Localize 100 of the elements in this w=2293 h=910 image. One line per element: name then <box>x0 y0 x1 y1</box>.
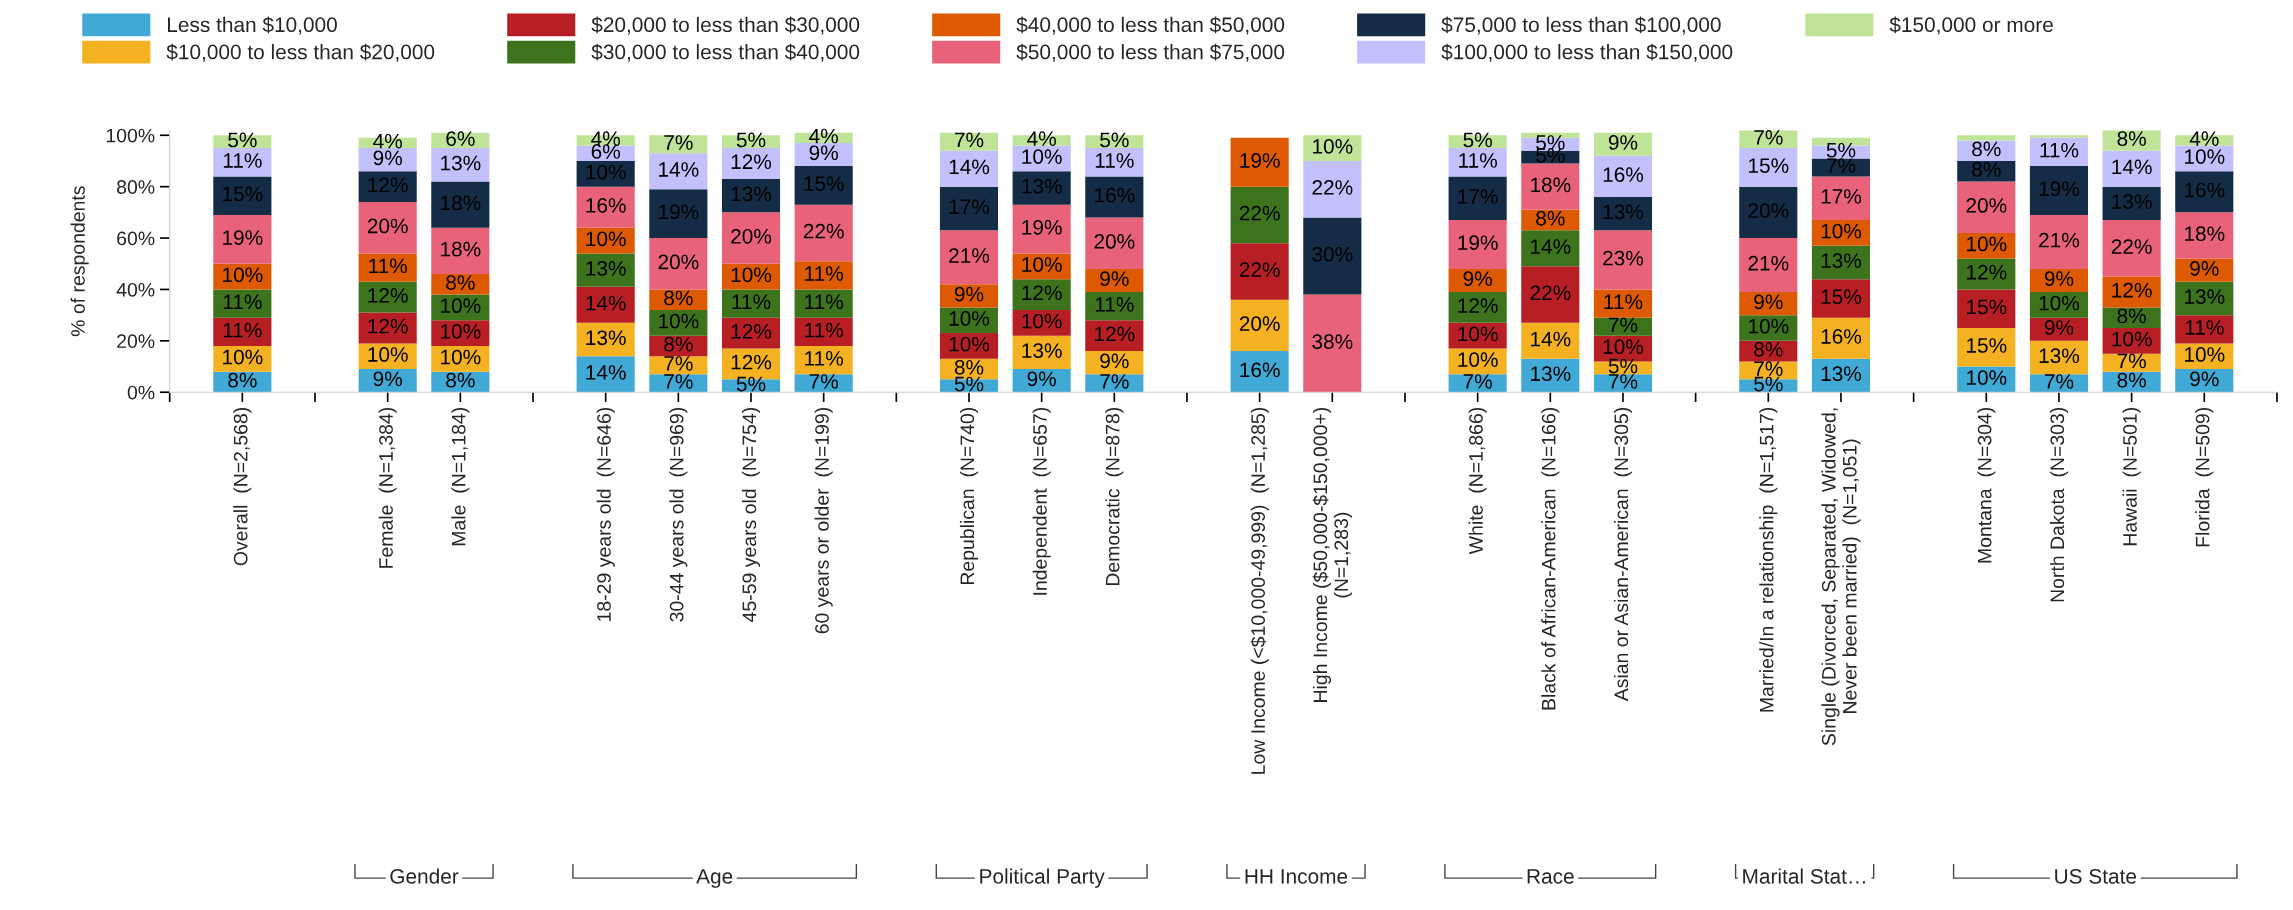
bar <box>2029 214 2089 269</box>
data-label: 13% <box>1603 204 1644 220</box>
bar <box>1957 327 2016 367</box>
data-label: 7% <box>664 356 693 371</box>
data-label: 22% <box>803 223 844 239</box>
data-label: 10% <box>586 231 626 247</box>
data-label: 30% <box>1312 246 1353 262</box>
x-tick-label: Independent (N=657) <box>1032 407 1051 595</box>
bar <box>939 150 999 187</box>
data-label: 10% <box>2112 331 2152 347</box>
data-label: 10% <box>441 323 481 339</box>
bar <box>576 253 635 287</box>
bar <box>576 286 635 323</box>
bar <box>1303 294 1362 393</box>
text: Political Party <box>980 868 1105 888</box>
data-label: 11% <box>805 351 843 366</box>
data-label: 9% <box>2044 320 2074 335</box>
data-label: 9% <box>1608 135 1638 150</box>
bar <box>1012 171 1071 205</box>
data-label: 16% <box>2185 182 2225 198</box>
y-tick-label: 60% <box>117 231 155 246</box>
data-label: 8% <box>1754 341 1783 357</box>
data-label: 11% <box>2185 320 2224 335</box>
bar <box>721 148 781 179</box>
bar <box>1811 176 1871 221</box>
data-label: 8% <box>2117 308 2146 324</box>
bar <box>1957 135 2016 141</box>
data-label: 13% <box>2185 289 2225 305</box>
data-label: 15% <box>1821 289 1862 305</box>
bar <box>2029 135 2089 138</box>
bar <box>1012 204 1071 254</box>
bar <box>1085 217 1144 269</box>
data-label: 8% <box>446 372 475 388</box>
x-tick-label: Female (N=1,384) <box>378 407 397 568</box>
data-label: 13% <box>2112 194 2152 209</box>
data-label: 9% <box>2190 371 2219 387</box>
data-label: 10% <box>1458 352 1498 367</box>
y-tick-label: 20% <box>117 334 155 349</box>
data-label: 10% <box>659 313 699 329</box>
data-label: 7% <box>1754 361 1783 376</box>
bar <box>2029 166 2089 215</box>
data-label: 20% <box>1094 234 1135 249</box>
data-label: 19% <box>1240 153 1280 168</box>
data-label: 7% <box>2117 353 2146 369</box>
data-label: 12% <box>731 323 772 339</box>
data-label: 8% <box>2117 131 2146 146</box>
data-label: 13% <box>1022 343 1062 358</box>
x-tick-label: Overall (N=2,568) <box>233 407 252 566</box>
bar <box>1230 299 1289 352</box>
bar <box>576 186 635 228</box>
data-label: 12% <box>2112 282 2152 298</box>
text: Gender <box>390 868 459 884</box>
data-label: 5% <box>1536 148 1565 163</box>
bar <box>1303 217 1362 295</box>
bar <box>1957 289 2016 328</box>
data-label: 9% <box>2044 271 2074 287</box>
data-label: 15% <box>1967 299 2007 315</box>
text: Age <box>696 869 733 888</box>
bar <box>2102 307 2161 328</box>
data-label: 5% <box>736 132 766 148</box>
data-label: 10% <box>586 164 626 180</box>
x-tick-label: 60 years or older (N=199) <box>814 407 833 634</box>
data-label: 10% <box>1749 318 1789 334</box>
data-label: 4% <box>1027 131 1056 146</box>
bar <box>358 202 417 254</box>
data-label: 18% <box>1531 177 1571 193</box>
bar <box>1230 351 1289 393</box>
bar <box>576 356 635 393</box>
data-label: 14% <box>949 159 990 175</box>
data-label: 20% <box>367 218 408 234</box>
data-label: 9% <box>954 286 984 302</box>
data-label: 9% <box>1754 294 1783 310</box>
data-label: 5% <box>1754 376 1783 392</box>
bar <box>649 189 708 239</box>
bar <box>358 253 417 282</box>
bar <box>721 289 781 318</box>
bar <box>1521 322 1580 359</box>
data-label: 13% <box>1531 366 1571 382</box>
data-label: 12% <box>1022 285 1062 301</box>
bar <box>1012 279 1071 310</box>
data-label: 5% <box>1100 132 1129 148</box>
data-label: 9% <box>1100 353 1129 369</box>
data-label: 7% <box>664 135 693 150</box>
data-label: 21% <box>1748 255 1789 271</box>
data-label: 5% <box>1826 142 1856 158</box>
data-label: 19% <box>1022 219 1062 235</box>
data-label: 38% <box>1312 334 1353 349</box>
data-label: 17% <box>1821 189 1862 204</box>
bar <box>2175 171 2234 213</box>
bar <box>1230 137 1289 187</box>
data-label: 7% <box>1100 374 1129 389</box>
y-tick-label: 40% <box>116 282 155 297</box>
data-label: 11% <box>2040 142 2079 158</box>
x-tick-label: 18-29 years old (N=646) <box>596 407 615 621</box>
data-label: 8% <box>1536 210 1565 226</box>
data-label: 8% <box>228 372 257 388</box>
legend-label: $100,000 to less than $150,000 <box>1441 43 1733 62</box>
data-label: 7% <box>1463 374 1492 389</box>
legend-label: $30,000 to less than $40,000 <box>591 43 860 62</box>
data-label: 13% <box>586 330 626 346</box>
